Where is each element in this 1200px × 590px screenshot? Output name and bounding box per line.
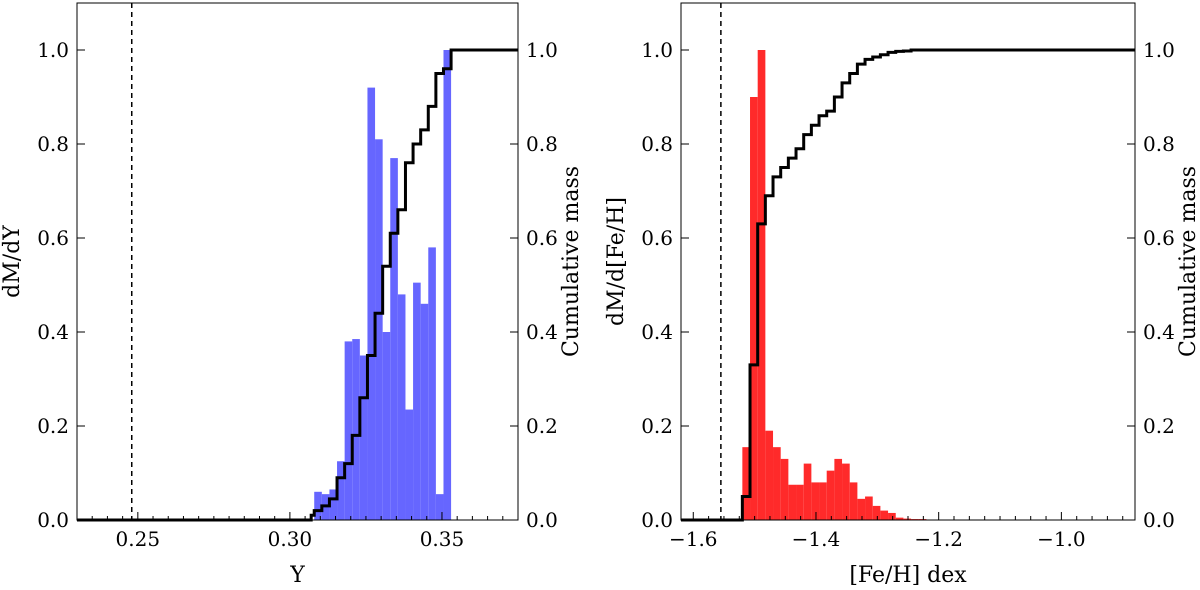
- histogram-bar: [443, 50, 452, 520]
- y-right-tick-label: 1.0: [526, 38, 558, 62]
- x-tick-label: −1.6: [669, 527, 718, 551]
- histogram-bar: [834, 458, 843, 520]
- histogram-bar: [765, 430, 774, 520]
- histogram-bar: [359, 355, 368, 520]
- histogram-bar: [888, 512, 896, 520]
- histogram-bar: [872, 505, 881, 520]
- histogram-bar: [314, 491, 322, 520]
- y-left-tick-label: 1.0: [641, 38, 673, 62]
- x-tick-label: 0.25: [116, 527, 161, 551]
- y-right-tick-label: 0.4: [1143, 320, 1175, 344]
- cumulative-mass-line: [77, 48, 518, 522]
- x-tick-label: −1.4: [792, 527, 841, 551]
- histogram-bar: [329, 489, 338, 520]
- histogram-bar: [757, 50, 766, 520]
- histogram-bar: [375, 139, 383, 521]
- y-left-tick-label: 0.2: [641, 414, 673, 438]
- y-left-tick-label: 0.0: [641, 508, 673, 532]
- helium-panel: 0.25 0.30 0.35 0.0 0.0 0.2 0.2 0.4 0.4 0.6 0.6 0.8 0…: [0, 2, 584, 588]
- histogram-bar: [788, 484, 797, 520]
- histogram-bar: [344, 341, 353, 520]
- metallicity-panel: −1.6 −1.4 −1.2 −1.0 0.0 0.0 0.2 0.2 0.4 0.4 0.6 0.6…: [604, 2, 1200, 588]
- y-left-tick-label: 0.6: [641, 226, 673, 250]
- histogram-bar: [382, 332, 391, 520]
- x-tick-label: −1.2: [914, 527, 963, 551]
- histogram-bar: [803, 463, 812, 520]
- histogram-bar: [420, 303, 429, 520]
- histogram-bar: [428, 247, 436, 520]
- y-left-tick-label: 1.0: [37, 38, 69, 62]
- y-right-tick-label: 0.0: [1143, 508, 1175, 532]
- y-right-tick-label: 0.4: [526, 320, 558, 344]
- y-left-tick-label: 0.8: [37, 132, 69, 156]
- cumulative-mass-line: [681, 48, 1135, 522]
- histogram-bar: [397, 294, 406, 520]
- histogram-bar: [405, 409, 414, 520]
- x-tick-label: 0.35: [420, 527, 465, 551]
- histogram-bar: [435, 494, 444, 520]
- y-right-tick-label: 0.6: [526, 226, 558, 250]
- histogram-bar: [773, 447, 781, 520]
- y-right-tick-label: 0.2: [1143, 414, 1175, 438]
- y-axis-label: dM/d[Fe/H]: [604, 197, 629, 326]
- y-right-tick-label: 0.2: [526, 414, 558, 438]
- y-left-tick-label: 0.6: [37, 226, 69, 250]
- x-axis-label: Y: [289, 563, 305, 588]
- histogram-bar: [880, 510, 889, 520]
- y-left-tick-label: 0.0: [37, 508, 69, 532]
- y-axis-label: dM/dY: [0, 225, 25, 298]
- x-tick-label: −1.0: [1037, 527, 1086, 551]
- histogram-bar: [367, 87, 376, 520]
- histogram-bar: [742, 447, 751, 520]
- histogram-bar: [337, 461, 345, 520]
- histogram-bar: [750, 97, 758, 520]
- y-right-tick-label: 0.8: [526, 132, 558, 156]
- histogram-bar: [903, 518, 912, 520]
- histogram-bar: [780, 458, 789, 520]
- y-left-tick-label: 0.4: [37, 320, 69, 344]
- y-left-tick-label: 0.2: [37, 414, 69, 438]
- x-axis-label: [Fe/H] dex: [849, 563, 967, 588]
- y2-axis-label: Cumulative mass: [1176, 166, 1200, 357]
- y-left-tick-label: 0.8: [641, 132, 673, 156]
- y-left-tick-label: 0.4: [641, 320, 673, 344]
- histogram-bar: [390, 158, 398, 520]
- histogram-bar: [352, 339, 360, 520]
- histogram-bar: [811, 482, 820, 520]
- y-right-tick-label: 1.0: [1143, 38, 1175, 62]
- histogram-bar: [865, 496, 873, 520]
- y-right-tick-label: 0.0: [526, 508, 558, 532]
- histogram-bar: [842, 463, 850, 520]
- histogram-bar: [819, 482, 827, 520]
- histogram-bar: [895, 517, 904, 520]
- histogram-bar: [849, 482, 858, 520]
- y-right-tick-label: 0.6: [1143, 226, 1175, 250]
- plot-frame: [76, 2, 519, 521]
- y-right-tick-label: 0.8: [1143, 132, 1175, 156]
- histogram-bar: [796, 484, 804, 520]
- x-tick-label: 0.30: [268, 527, 313, 551]
- y2-axis-label: Cumulative mass: [559, 166, 584, 357]
- histogram-bar: [857, 498, 866, 520]
- histogram-bar: [413, 282, 421, 520]
- histogram-bar: [826, 470, 835, 520]
